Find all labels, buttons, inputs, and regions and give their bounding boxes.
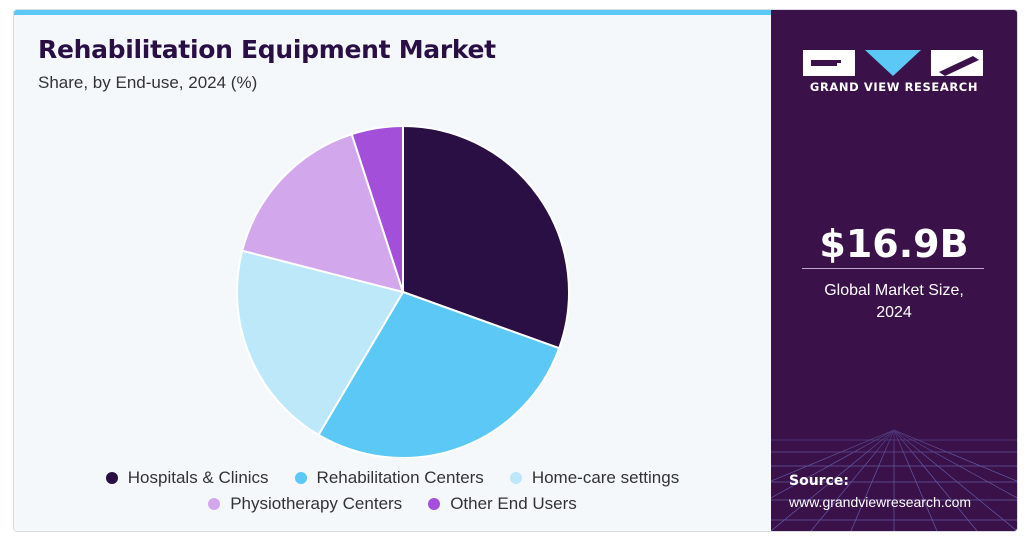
chart-panel: Rehabilitation Equipment Market Share, b… [14,10,771,531]
legend-label: Home-care settings [531,468,680,487]
pie-chart [236,124,570,458]
legend-swatch [208,498,221,510]
legend-label: Rehabilitation Centers [316,468,484,487]
legend-item: Physiotherapy Centers [208,494,402,514]
legend-item: Rehabilitation Centers [294,468,484,488]
legend-label: Physiotherapy Centers [230,494,403,513]
market-size-label: Global Market Size, 2024 [791,280,997,324]
legend-swatch [294,472,307,484]
market-size-value: $16.9B [819,222,969,266]
pie-slice-home-care-settings [236,249,405,437]
chart-subtitle: Share, by End-use, 2024 (%) [38,73,258,92]
pie-slice-physiotherapy-centers [240,132,405,294]
legend-row: Hospitals & Clinics Rehabilitation Center… [14,465,771,491]
accent-bar [14,10,771,15]
legend-label: Hospitals & Clinics [127,468,269,487]
legend-swatch [428,498,441,510]
chart-title: Rehabilitation Equipment Market [38,35,496,64]
sidebar-panel: GRAND VIEW RESEARCH $16.9B Global Market… [771,10,1017,531]
chart-legend: Hospitals & Clinics Rehabilitation Center… [14,465,771,517]
legend-item: Hospitals & Clinics [105,468,269,488]
market-size-label-line2: 2024 [876,304,912,321]
legend-item: Other End Users [428,494,577,514]
grand-view-research-logo-icon [803,50,983,76]
source-label: Source: [789,473,849,489]
brand-name: GRAND VIEW RESEARCH [809,80,979,94]
legend-label: Other End Users [450,494,577,513]
pie-slice-hospitals-clinics [402,124,570,350]
pie-slice-other-end-users [350,124,404,293]
legend-row: Physiotherapy Centers Other End Users [14,491,771,517]
divider [802,268,984,269]
source-link[interactable]: www.grandviewresearch.com [789,494,972,510]
chart-card: Rehabilitation Equipment Market Share, b… [13,9,1018,532]
legend-swatch [105,472,118,484]
grid-decoration [771,400,1017,531]
legend-item: Home-care settings [509,468,680,488]
market-size-label-line1: Global Market Size, [824,282,964,299]
legend-swatch [509,472,522,484]
